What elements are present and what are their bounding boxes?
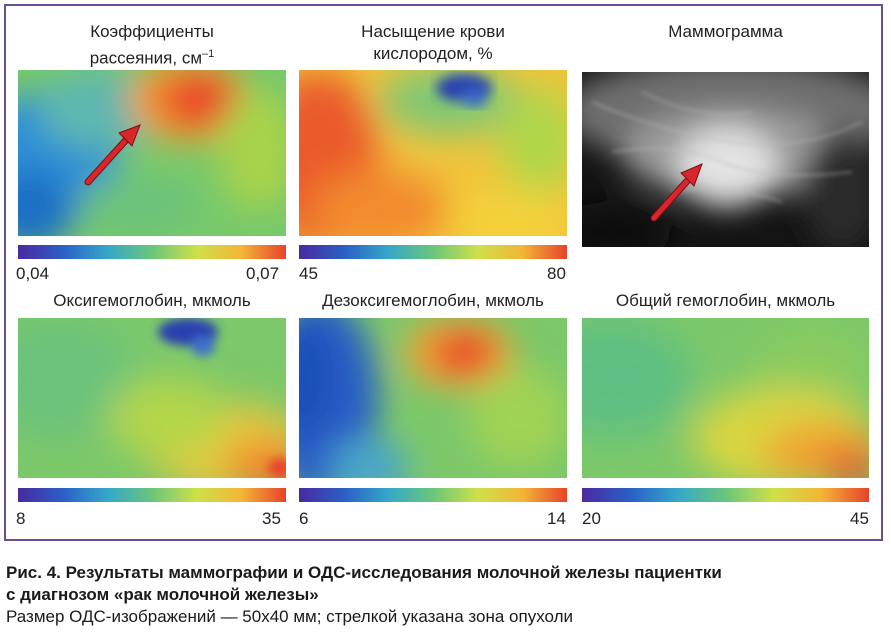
- saturation-min: 45: [299, 264, 318, 283]
- scattering-colorbar: [18, 245, 286, 259]
- total-hemoglobin-min: 20: [582, 509, 601, 528]
- scattering-max: 0,07: [246, 264, 280, 283]
- caption-title-line2: с диагнозом «рак молочной железы»: [6, 585, 319, 604]
- caption-note: Размер ОДС-изображений — 50х40 мм; стрел…: [6, 607, 574, 626]
- figure-caption: Рис. 4. Результаты маммографии и ОДС-исс…: [6, 562, 886, 628]
- deoxyhemoglobin-min: 6: [299, 509, 309, 528]
- scattering-map: [18, 70, 286, 236]
- saturation-colorbar: [299, 245, 567, 259]
- saturation-map: [299, 70, 567, 236]
- figure-frame: [4, 4, 883, 541]
- deoxyhemoglobin-colorbar: [299, 488, 567, 502]
- saturation-max: 80: [547, 264, 566, 283]
- tumor-arrow: [84, 124, 141, 186]
- mammogram-title: Маммограмма: [668, 22, 783, 41]
- total-hemoglobin-map: [582, 318, 869, 478]
- caption-title-line1: Рис. 4. Результаты маммографии и ОДС-исс…: [6, 563, 722, 582]
- total-hemoglobin-title: Общий гемоглобин, мкмоль: [615, 291, 836, 310]
- deoxyhemoglobin-title: Дезоксигемоглобин, мкмоль: [322, 291, 544, 310]
- scattering-min: 0,04: [16, 264, 50, 283]
- oxyhemoglobin-max: 35: [262, 509, 281, 528]
- deoxyhemoglobin-map: [299, 318, 567, 478]
- deoxyhemoglobin-max: 14: [547, 509, 566, 528]
- oxyhemoglobin-min: 8: [16, 509, 26, 528]
- oxyhemoglobin-title: Оксигемоглобин, мкмоль: [53, 291, 251, 310]
- mammogram-image: [582, 72, 869, 247]
- tumor-arrow: [650, 163, 703, 222]
- oxyhemoglobin-colorbar: [18, 488, 286, 502]
- scattering-title: Коэффициенты рассеяния, см–1: [89, 22, 215, 68]
- total-hemoglobin-colorbar: [582, 488, 869, 502]
- saturation-title: Насыщение крови кислородом, %: [361, 22, 505, 63]
- total-hemoglobin-max: 45: [850, 509, 869, 528]
- oxyhemoglobin-map: [18, 318, 286, 478]
